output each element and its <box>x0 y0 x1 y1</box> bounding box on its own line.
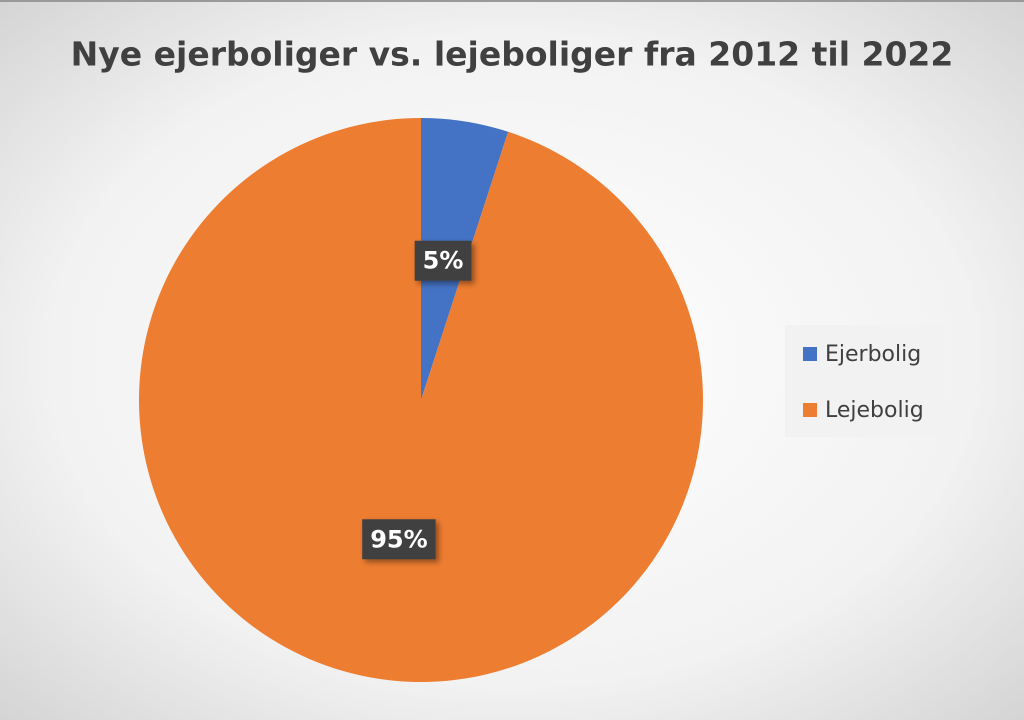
legend-swatch <box>803 347 817 361</box>
legend-swatch <box>803 403 817 417</box>
data-label: 5% <box>423 247 464 275</box>
legend-box <box>785 325 945 437</box>
data-label: 95% <box>370 525 427 553</box>
data-label-box <box>414 240 472 281</box>
data-label-box <box>362 519 436 560</box>
legend-label: Lejebolig <box>825 398 924 423</box>
pie-slice <box>138 118 703 682</box>
legend-label: Ejerbolig <box>825 342 921 367</box>
chart-title: Nye ejerboliger vs. lejeboliger fra 2012… <box>71 35 954 74</box>
